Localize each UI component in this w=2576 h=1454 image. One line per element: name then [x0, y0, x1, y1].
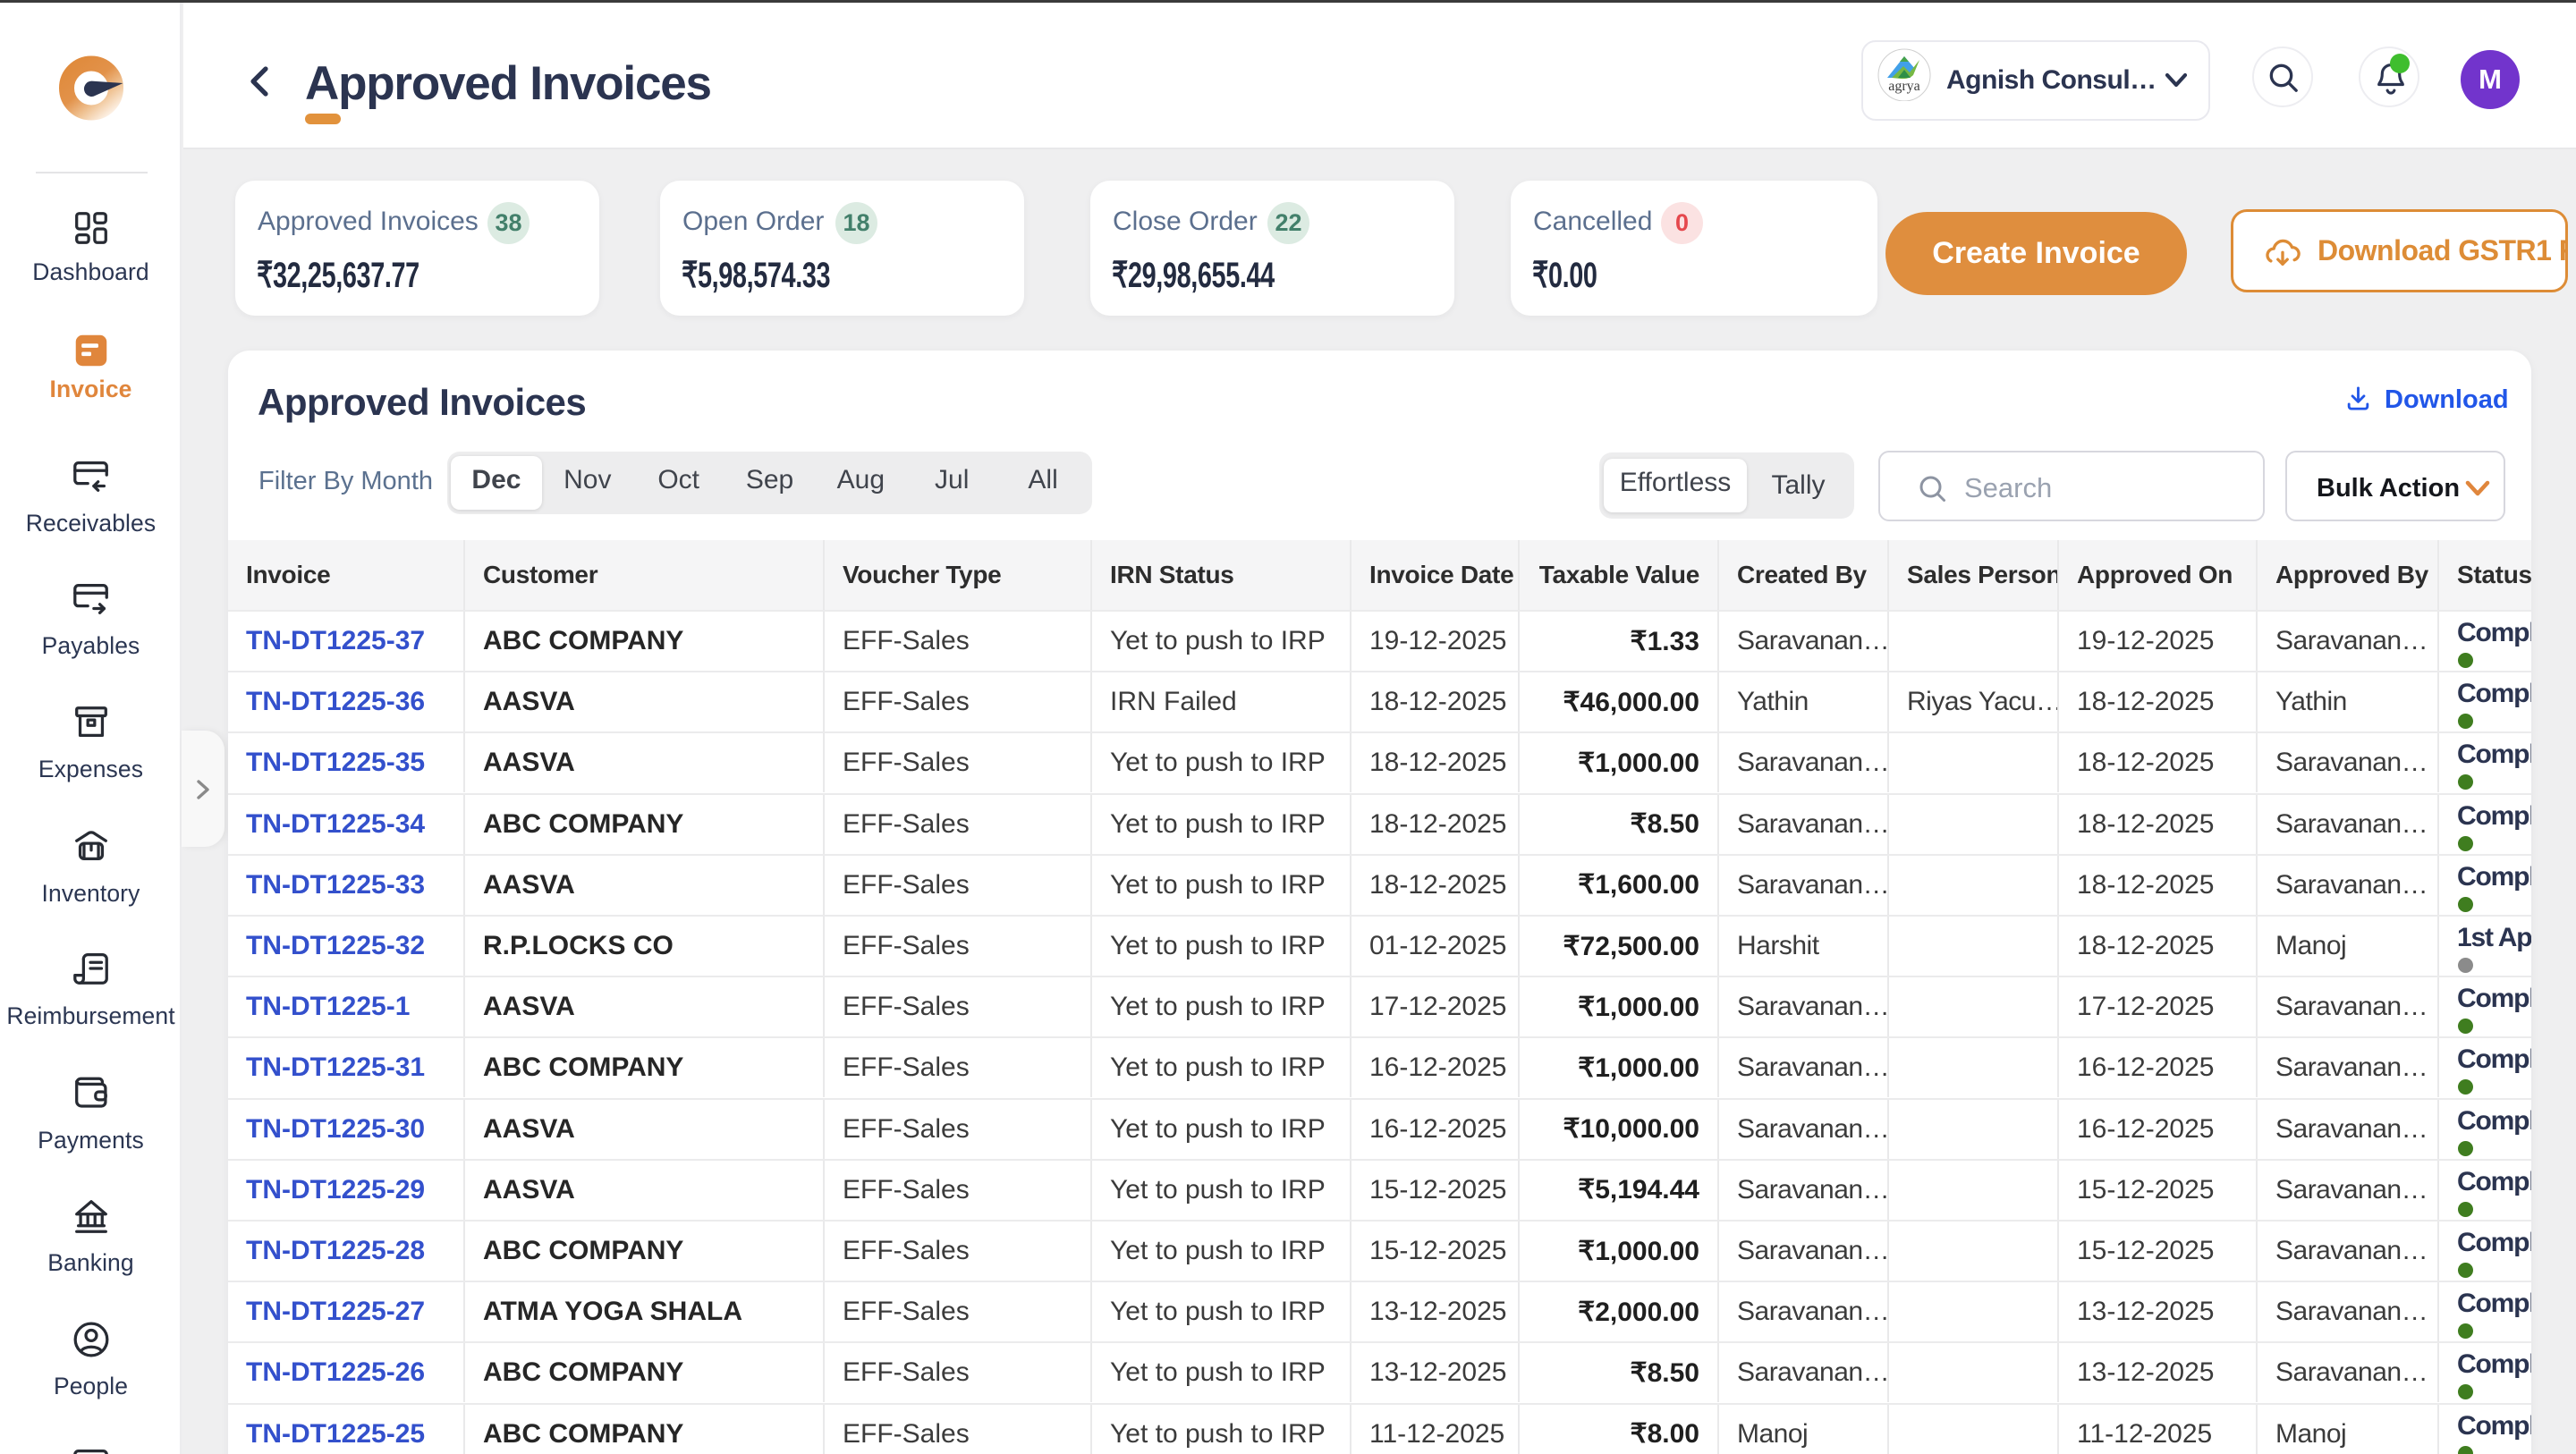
- svg-text:agrya: agrya: [1888, 79, 1920, 94]
